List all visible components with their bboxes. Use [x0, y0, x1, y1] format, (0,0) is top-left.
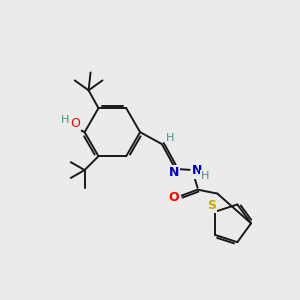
- Text: O: O: [169, 191, 179, 204]
- Text: H: H: [61, 115, 69, 125]
- Text: N: N: [169, 166, 179, 179]
- Text: S: S: [207, 199, 216, 212]
- Text: H: H: [201, 171, 210, 181]
- Text: H: H: [166, 133, 174, 143]
- Text: N: N: [192, 164, 203, 177]
- Text: O: O: [70, 117, 80, 130]
